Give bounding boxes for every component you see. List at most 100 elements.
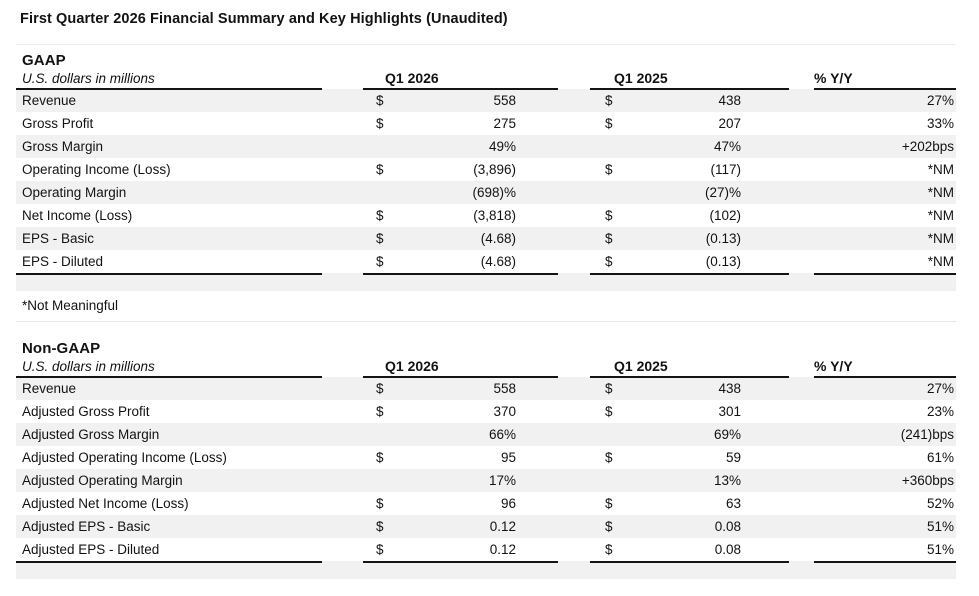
row-label: Adjusted Gross Profit [22, 404, 150, 419]
column-gap [789, 227, 814, 250]
cell-q1-2026: $ 96 [363, 492, 558, 515]
table-row: Gross Margin 49% 47% +202bps [16, 135, 956, 158]
table-row: Adjusted Gross Margin 66% 69% (241)bps [16, 423, 956, 446]
table-row: Adjusted Gross Profit $ 370 $ 301 23% [16, 400, 956, 423]
cell-q1-2025: $ 438 [590, 377, 789, 400]
column-gap [558, 423, 590, 446]
cell-yoy: 27% [926, 381, 954, 396]
cell-yoy: +360bps [901, 473, 954, 488]
currency-symbol: $ [376, 404, 384, 419]
row-label: Operating Income (Loss) [22, 162, 171, 177]
column-gap [322, 112, 363, 135]
cell-value: (3,818) [473, 208, 516, 223]
cell-yoy: *NM [927, 208, 954, 223]
cell-yoy: 51% [926, 542, 954, 557]
rule-segment [590, 273, 789, 275]
cell-yoy: 52% [926, 496, 954, 511]
header-yoy-label: % Y/Y [814, 358, 853, 374]
column-gap [789, 492, 814, 515]
column-gap [558, 538, 590, 561]
section-spacer [16, 322, 956, 333]
row-label: Revenue [22, 381, 77, 396]
rule-segment [814, 561, 956, 563]
column-gap [558, 250, 590, 273]
row-label: Net Income (Loss) [22, 208, 133, 223]
row-label: Adjusted Gross Margin [22, 427, 160, 442]
column-gap [322, 204, 363, 227]
currency-symbol: $ [376, 381, 384, 396]
cell-value: (4.68) [480, 231, 516, 246]
currency-symbol: $ [605, 162, 613, 177]
cell-value: 0.08 [714, 542, 741, 557]
cell-q1-2026: $ 275 [363, 112, 558, 135]
currency-symbol: $ [376, 496, 384, 511]
column-gap [789, 377, 814, 400]
cell-value: 66% [488, 427, 516, 442]
cell-yoy: *NM [927, 254, 954, 269]
cell-q1-2025: $ 438 [590, 89, 789, 112]
units-label: U.S. dollars in millions [22, 71, 155, 86]
row-label: Adjusted Net Income (Loss) [22, 496, 189, 511]
cell-q1-2025: $ 301 [590, 400, 789, 423]
cell-yoy: (241)bps [900, 427, 954, 442]
cell-value: 96 [500, 496, 516, 511]
cell-q1-2026: $ 0.12 [363, 515, 558, 538]
currency-symbol: $ [605, 404, 613, 419]
cell-yoy: 33% [926, 116, 954, 131]
cell-yoy: 61% [926, 450, 954, 465]
table-row: Adjusted Operating Margin 17% 13% +360bp… [16, 469, 956, 492]
currency-symbol: $ [376, 116, 384, 131]
cell-value: 275 [493, 116, 516, 131]
row-label: Operating Margin [22, 185, 127, 200]
currency-symbol: $ [605, 496, 613, 511]
column-gap [789, 204, 814, 227]
cell-yoy: 23% [926, 404, 954, 419]
column-gap [789, 135, 814, 158]
cell-value: 49% [488, 139, 516, 154]
cell-value: 558 [493, 381, 516, 396]
column-gap [789, 273, 814, 275]
cell-value: (117) [710, 162, 741, 177]
cell-value: 63 [725, 496, 741, 511]
gaap-header-row: U.S. dollars in millions Q1 2026 Q1 2025… [16, 69, 956, 90]
column-gap [322, 89, 363, 112]
cell-value: 301 [718, 404, 741, 419]
header-q1-2026-label: Q1 2026 [385, 358, 439, 374]
column-gap [789, 515, 814, 538]
cell-value: (0.13) [705, 231, 741, 246]
cell-value: 69% [713, 427, 741, 442]
column-gap [322, 158, 363, 181]
table-row: Adjusted EPS - Basic $ 0.12 $ 0.08 51% [16, 515, 956, 538]
row-label: EPS - Diluted [22, 254, 104, 269]
row-label: EPS - Basic [22, 231, 95, 246]
column-gap [789, 158, 814, 181]
currency-symbol: $ [605, 93, 613, 108]
stripe-band [16, 561, 956, 579]
cell-q1-2026: 66% [363, 423, 558, 446]
column-gap [789, 446, 814, 469]
cell-value: (102) [709, 208, 741, 223]
currency-symbol: $ [376, 93, 384, 108]
cell-q1-2025: 69% [590, 423, 789, 446]
cell-q1-2026: $ 558 [363, 377, 558, 400]
non-gaap-rows: Revenue $ 558 $ 438 27% Adjusted Gross P… [16, 377, 956, 561]
cell-value: 0.08 [714, 519, 741, 534]
row-label: Adjusted Operating Margin [22, 473, 183, 488]
column-gap [789, 181, 814, 204]
column-gap [322, 181, 363, 204]
gaap-rows: Revenue $ 558 $ 438 27% Gross Profit $ 2… [16, 89, 956, 273]
row-label: Adjusted EPS - Basic [22, 519, 151, 534]
column-gap [322, 135, 363, 158]
page-title: First Quarter 2026 Financial Summary and… [20, 11, 508, 27]
currency-symbol: $ [605, 542, 613, 557]
section-title-non-gaap: Non-GAAP [22, 340, 101, 357]
cell-q1-2025: $ 0.08 [590, 538, 789, 561]
row-label: Revenue [22, 93, 77, 108]
cell-yoy: +202bps [901, 139, 954, 154]
cell-q1-2026: 17% [363, 469, 558, 492]
column-gap [322, 423, 363, 446]
cell-value: (3,896) [473, 162, 516, 177]
currency-symbol: $ [376, 450, 384, 465]
cell-value: (27)% [704, 185, 741, 200]
non-gaap-header-row: U.S. dollars in millions Q1 2026 Q1 2025… [16, 357, 956, 378]
